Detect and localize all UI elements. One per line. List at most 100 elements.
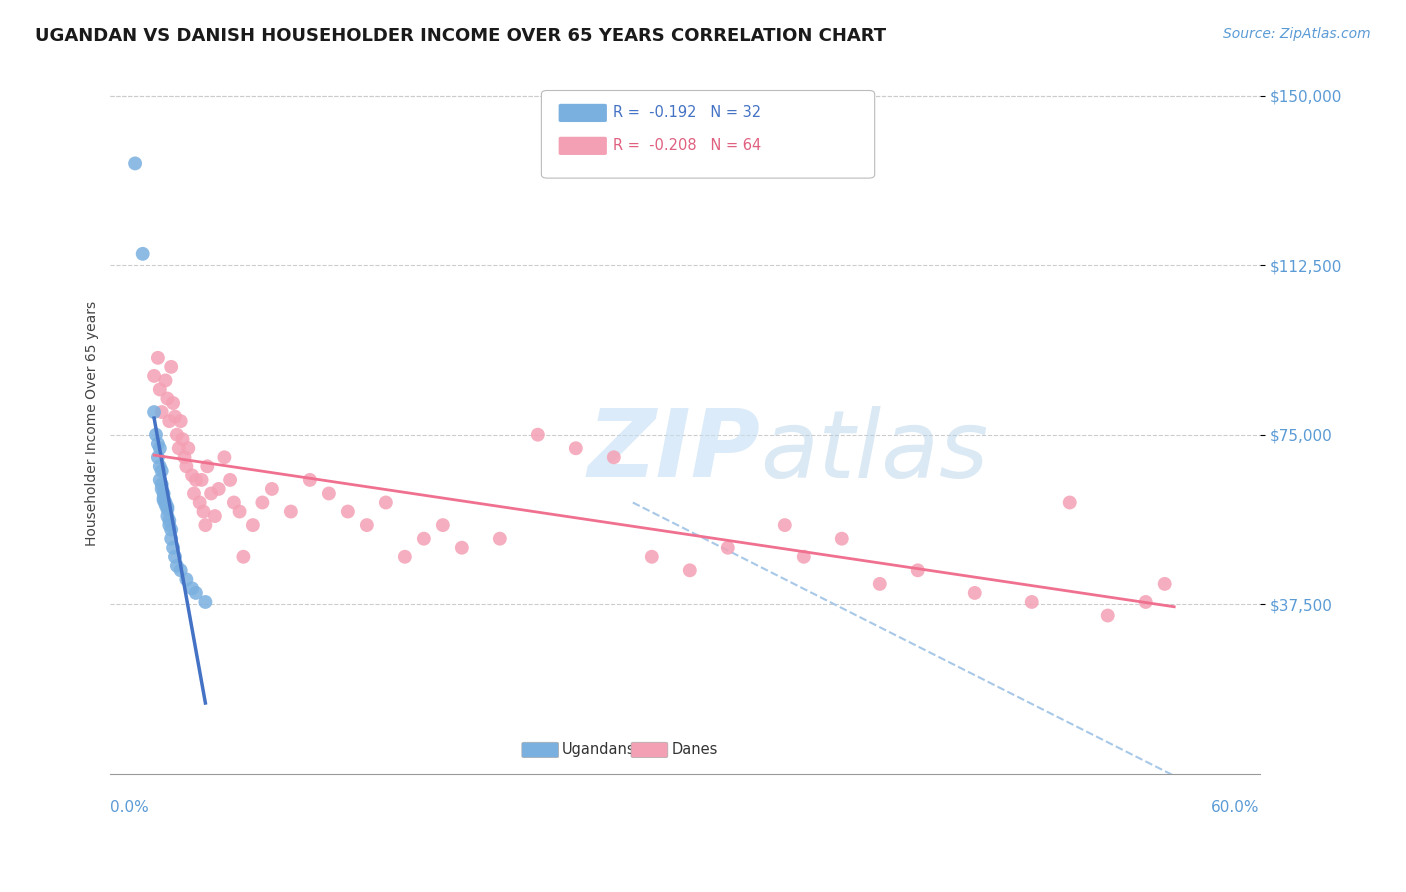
Point: [356, 518, 378, 533]
Text: R =  -0.208   N = 64: R = -0.208 N = 64: [613, 138, 761, 153]
Point: [394, 549, 416, 564]
Point: [184, 473, 207, 487]
Point: [143, 368, 166, 383]
Point: [208, 482, 231, 496]
Text: 0.0%: 0.0%: [111, 800, 149, 815]
Point: [193, 504, 215, 518]
Point: [260, 482, 283, 496]
Point: [184, 586, 207, 600]
Point: [183, 486, 205, 500]
Point: [679, 563, 702, 577]
Point: [195, 459, 218, 474]
Point: [162, 541, 184, 555]
Point: [156, 509, 179, 524]
Point: [176, 573, 198, 587]
Point: [1021, 595, 1043, 609]
Point: [163, 409, 186, 424]
Point: [150, 464, 173, 478]
Point: [412, 532, 434, 546]
Point: [131, 247, 153, 261]
FancyBboxPatch shape: [541, 90, 875, 178]
Point: [232, 549, 254, 564]
Text: R =  -0.192   N = 32: R = -0.192 N = 32: [613, 105, 761, 120]
Point: [188, 495, 211, 509]
Point: [149, 459, 172, 474]
Point: [152, 491, 174, 505]
Point: [143, 405, 166, 419]
Point: [170, 563, 193, 577]
Point: [152, 493, 174, 508]
Point: [150, 477, 173, 491]
FancyBboxPatch shape: [522, 742, 558, 757]
Point: [163, 549, 186, 564]
Point: [773, 518, 796, 533]
Point: [150, 482, 173, 496]
Point: [155, 373, 177, 387]
Point: [228, 504, 250, 518]
Point: [176, 459, 198, 474]
Point: [146, 450, 169, 465]
Point: [252, 495, 274, 509]
Text: Ugandans: Ugandans: [562, 742, 636, 757]
Point: [156, 500, 179, 514]
Point: [336, 504, 359, 518]
Point: [145, 427, 167, 442]
Point: [146, 351, 169, 365]
Point: [1153, 577, 1175, 591]
Point: [156, 502, 179, 516]
Text: 60.0%: 60.0%: [1211, 800, 1260, 815]
Point: [155, 498, 177, 512]
Point: [157, 518, 180, 533]
Point: [146, 436, 169, 450]
Point: [181, 468, 204, 483]
Point: [200, 486, 222, 500]
Point: [155, 495, 177, 509]
Point: [318, 486, 340, 500]
Point: [167, 442, 190, 456]
Text: Source: ZipAtlas.com: Source: ZipAtlas.com: [1223, 27, 1371, 41]
Point: [219, 473, 242, 487]
Point: [907, 563, 929, 577]
Point: [194, 518, 217, 533]
Point: [152, 486, 174, 500]
Point: [831, 532, 853, 546]
Point: [190, 473, 212, 487]
Y-axis label: Householder Income Over 65 years: Householder Income Over 65 years: [86, 301, 100, 546]
Point: [1059, 495, 1081, 509]
Point: [162, 396, 184, 410]
Point: [157, 414, 180, 428]
Point: [641, 549, 664, 564]
Point: [527, 427, 550, 442]
FancyBboxPatch shape: [558, 103, 607, 122]
Point: [160, 532, 183, 546]
Point: [280, 504, 302, 518]
Point: [177, 442, 200, 456]
Point: [489, 532, 512, 546]
Point: [793, 549, 815, 564]
Point: [170, 414, 193, 428]
Point: [1135, 595, 1157, 609]
Point: [963, 586, 986, 600]
Point: [432, 518, 454, 533]
Point: [173, 450, 195, 465]
Text: atlas: atlas: [759, 406, 988, 497]
Point: [194, 595, 217, 609]
Point: [149, 473, 172, 487]
FancyBboxPatch shape: [631, 742, 668, 757]
Point: [717, 541, 740, 555]
FancyBboxPatch shape: [558, 136, 607, 155]
Text: ZIP: ZIP: [588, 406, 761, 498]
Point: [157, 514, 180, 528]
Text: Danes: Danes: [671, 742, 717, 757]
Point: [150, 405, 173, 419]
Point: [222, 495, 245, 509]
Point: [160, 359, 183, 374]
Point: [149, 383, 172, 397]
Point: [156, 392, 179, 406]
Point: [565, 442, 588, 456]
Point: [204, 509, 226, 524]
Point: [172, 432, 194, 446]
Point: [298, 473, 321, 487]
Text: UGANDAN VS DANISH HOUSEHOLDER INCOME OVER 65 YEARS CORRELATION CHART: UGANDAN VS DANISH HOUSEHOLDER INCOME OVE…: [35, 27, 886, 45]
Point: [869, 577, 891, 591]
